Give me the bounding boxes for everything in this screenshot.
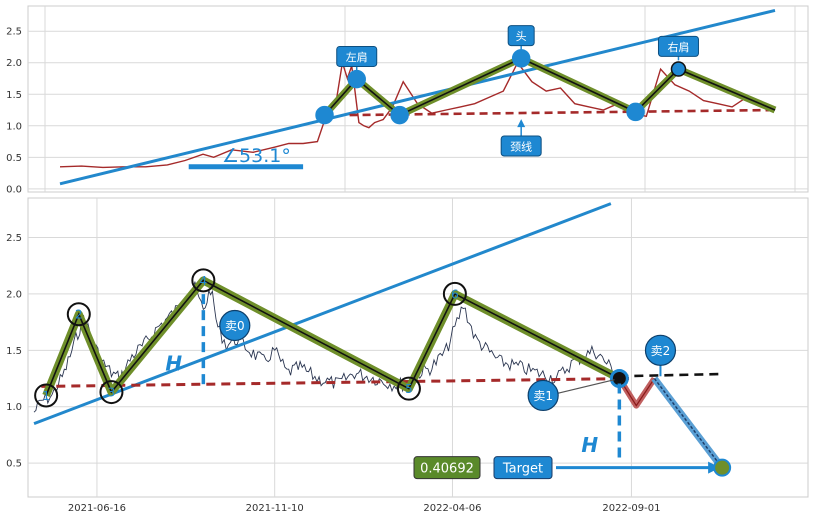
target-label-box	[493, 456, 553, 480]
bottom-price-line	[33, 281, 622, 413]
top-y-tick-label: 2.0	[6, 58, 22, 69]
sell-point-circle	[527, 379, 559, 412]
pattern-point-label: 3	[108, 386, 116, 400]
pattern-point-circle	[99, 380, 124, 405]
bottom-trend-line	[33, 202, 612, 426]
target-label: Target	[502, 462, 543, 477]
pattern-point-circle	[34, 383, 59, 408]
neckline-label-arrow	[517, 119, 526, 128]
top-trend-line	[59, 8, 776, 186]
target-value-box	[413, 456, 481, 480]
pattern-label: 右肩	[667, 40, 689, 54]
top-pattern-point	[511, 49, 531, 68]
bottom-y-tick-label: 0.5	[6, 459, 22, 470]
target-value: 0.40692	[420, 462, 474, 477]
pattern-label-box	[500, 135, 542, 157]
top-y-tick-label: 1.0	[6, 121, 22, 132]
bottom-y-tick-label: 1.5	[6, 346, 22, 357]
bottom-neckline	[41, 377, 630, 388]
top-y-tick-label: 2.5	[6, 27, 22, 38]
sell-point-pointer	[557, 379, 615, 395]
bottom-pattern-line	[45, 279, 620, 396]
top-neckline	[349, 108, 776, 117]
bottom-y-tick-label: 2.0	[6, 289, 22, 300]
top-y-tick-label: 0.0	[6, 184, 22, 195]
top-pattern-point	[670, 61, 687, 77]
top-price-line	[59, 61, 776, 169]
pattern-label-box	[657, 35, 699, 57]
pattern-label: 头	[516, 30, 527, 43]
bottom-x-tick-label: 2021-06-16	[68, 503, 126, 514]
bottom-panel: 2021-06-16 2021-11-10 2022-04-06 2022-09-01…	[6, 197, 809, 514]
pattern-label-box	[336, 45, 378, 67]
projection-red-line	[618, 378, 655, 407]
sell-point-label: 卖1	[533, 389, 553, 403]
pattern-point-label: 1	[42, 389, 50, 403]
sell-point-circle	[644, 334, 677, 366]
top-pattern-point	[390, 105, 409, 125]
pattern-label: 颈线	[510, 139, 532, 153]
pattern-point-label: 5	[405, 382, 413, 396]
target-point	[713, 458, 732, 477]
projection-blue-line	[653, 378, 723, 469]
angle-label: ∠53.1°	[222, 145, 291, 167]
bottom-y-tick-label: 2.5	[6, 233, 22, 244]
bottom-plot-area	[27, 197, 809, 498]
pattern-point-label: 2	[75, 308, 83, 322]
extension-line	[619, 372, 723, 378]
pattern-point-circle	[396, 376, 421, 401]
pattern-point-circle	[66, 302, 91, 327]
pattern-point-label: 6	[451, 287, 459, 301]
pattern-label: 左肩	[346, 50, 368, 64]
top-pattern-point	[347, 69, 366, 89]
pattern-point-circle	[191, 268, 216, 293]
top-pattern-point	[315, 105, 334, 125]
sell-point-circle	[219, 309, 251, 342]
bottom-x-tick-label: 2022-09-01	[602, 503, 660, 514]
pattern-point-circle	[442, 281, 467, 306]
bottom-x-tick-label: 2022-04-06	[423, 503, 481, 514]
sell-point-label: 卖2	[651, 344, 671, 358]
pattern-point-label: 4	[200, 274, 208, 288]
pattern-label-box	[507, 25, 535, 47]
bottom-x-tick-label: 2021-11-10	[246, 503, 304, 514]
top-y-tick-label: 1.5	[6, 90, 22, 101]
top-pattern-point	[626, 102, 645, 122]
sell-point-label: 卖0	[225, 319, 245, 333]
top-y-tick-label: 0.5	[6, 153, 22, 164]
bottom-y-tick-label: 1.0	[6, 402, 22, 413]
h-marker-label: H	[165, 352, 182, 376]
h-marker-label: H	[581, 433, 598, 457]
